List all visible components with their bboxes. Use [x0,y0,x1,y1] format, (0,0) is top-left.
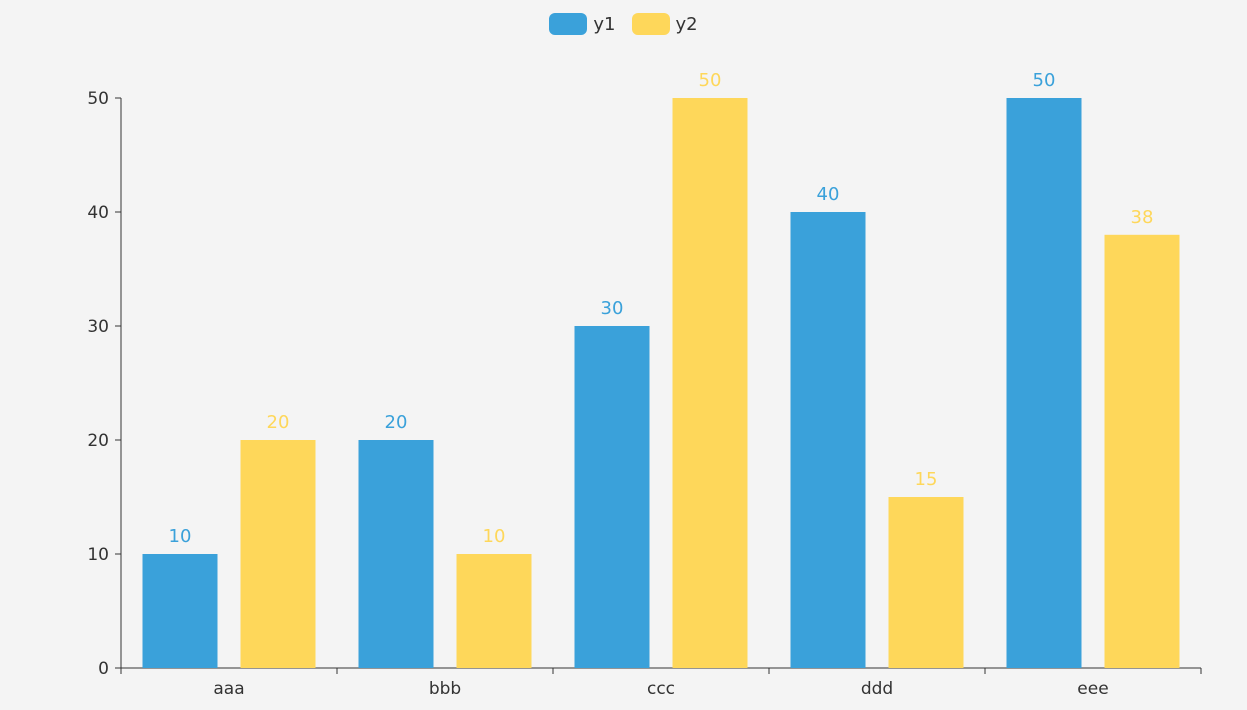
legend-item-y1[interactable]: y1 [549,13,616,35]
x-tick-label: eee [1077,679,1108,699]
data-label-y1-eee: 50 [1033,70,1056,91]
data-label-y1-ccc: 30 [601,298,624,319]
x-tick-label: ddd [861,679,893,699]
y-tick-label: 0 [98,659,109,679]
legend-label-y2: y2 [675,13,698,35]
chart-legend: y1 y2 [0,13,1247,35]
data-label-y2-ddd: 15 [915,469,938,490]
bar-y1-bbb [358,440,434,668]
x-tick-label: bbb [429,679,461,699]
y-tick-label: 40 [87,203,109,223]
bar-y2-bbb [456,554,532,668]
data-label-y2-bbb: 10 [483,526,506,547]
bar-y2-ddd [888,497,964,668]
data-label-y1-bbb: 20 [385,412,408,433]
bar-y2-eee [1104,234,1180,669]
bar-y1-eee [1006,98,1082,668]
x-tick-label: ccc [647,679,675,699]
x-tick-label: aaa [213,679,244,699]
legend-label-y1: y1 [593,13,616,35]
y-tick-label: 50 [87,89,109,109]
bar-y1-ccc [574,326,650,668]
data-label-y2-eee: 38 [1131,207,1154,228]
data-label-y2-aaa: 20 [267,412,290,433]
bar-y2-ccc [672,98,748,668]
data-label-y1-ddd: 40 [817,184,840,205]
plot-area: 0 10 20 30 40 50 aaa bbb ccc ddd eee 10 20 30 40 50 20 10… [87,70,1202,699]
bar-y1-ddd [790,212,866,668]
data-label-y2-ccc: 50 [699,70,722,91]
y-tick-label: 20 [87,431,109,451]
legend-item-y2[interactable]: y2 [631,13,698,35]
bar-y1-aaa [142,554,218,668]
legend-swatch-y1 [549,13,588,35]
bar-y2-aaa [240,440,316,668]
y-tick-label: 30 [87,317,109,337]
y-tick-label: 10 [87,545,109,565]
data-label-y1-aaa: 10 [169,526,192,547]
legend-swatch-y2 [631,13,670,35]
